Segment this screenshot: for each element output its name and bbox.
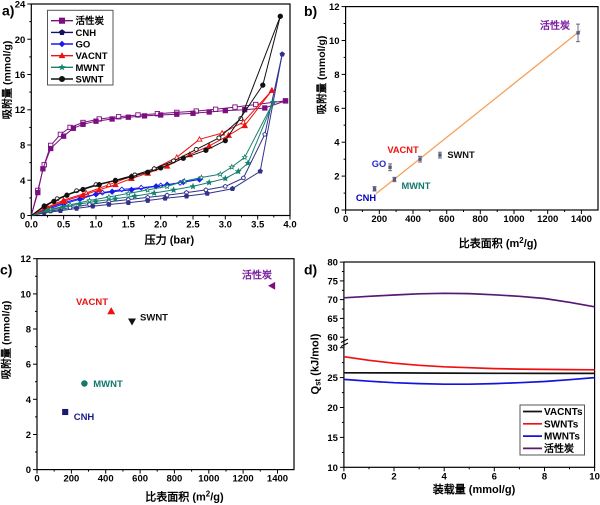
svg-text:800: 800 — [166, 474, 182, 485]
svg-text:1000: 1000 — [503, 214, 524, 225]
svg-text:CNH: CNH — [74, 412, 95, 423]
svg-text:8: 8 — [26, 325, 31, 336]
svg-text:12: 12 — [329, 2, 340, 13]
svg-text:30: 30 — [327, 343, 338, 354]
svg-text:20: 20 — [327, 403, 338, 414]
svg-text:吸附量 (mmol/g): 吸附量 (mmol/g) — [1, 41, 14, 120]
svg-text:4.0: 4.0 — [283, 220, 296, 231]
svg-text:1400: 1400 — [571, 214, 592, 225]
svg-text:3.5: 3.5 — [251, 220, 265, 231]
svg-text:VACNT: VACNT — [76, 51, 108, 62]
svg-text:CNH: CNH — [356, 193, 376, 203]
svg-text:80: 80 — [327, 258, 338, 269]
svg-text:GO: GO — [372, 159, 386, 169]
svg-text:16: 16 — [15, 70, 26, 81]
svg-text:60: 60 — [327, 333, 338, 344]
svg-text:6: 6 — [26, 360, 31, 371]
svg-text:b): b) — [304, 3, 317, 19]
svg-text:MWNT: MWNT — [93, 379, 123, 390]
svg-text:VACNT: VACNT — [76, 297, 108, 308]
svg-text:活性炭: 活性炭 — [540, 19, 570, 32]
svg-text:6: 6 — [492, 471, 497, 482]
svg-text:活性炭: 活性炭 — [544, 442, 574, 455]
svg-text:10: 10 — [20, 289, 31, 300]
svg-text:0: 0 — [26, 465, 31, 476]
svg-text:VACNTs: VACNTs — [544, 407, 583, 418]
svg-text:a): a) — [2, 3, 14, 19]
svg-text:600: 600 — [132, 474, 148, 485]
svg-text:12: 12 — [20, 254, 31, 265]
svg-text:SWNTs: SWNTs — [544, 419, 579, 430]
svg-text:6: 6 — [334, 104, 339, 115]
svg-text:800: 800 — [472, 214, 488, 225]
svg-text:0: 0 — [334, 206, 339, 217]
svg-text:0: 0 — [20, 211, 25, 222]
svg-text:0: 0 — [34, 474, 39, 485]
svg-text:600: 600 — [439, 214, 455, 225]
svg-text:GO: GO — [76, 40, 91, 51]
svg-text:MWNT: MWNT — [76, 63, 106, 74]
svg-text:2.0: 2.0 — [154, 220, 167, 231]
svg-text:1000: 1000 — [198, 474, 219, 485]
svg-text:1200: 1200 — [233, 474, 254, 485]
svg-text:比表面积 (m2/g): 比表面积 (m2/g) — [145, 490, 224, 504]
svg-text:12: 12 — [15, 105, 26, 116]
svg-text:0.0: 0.0 — [25, 220, 38, 231]
svg-text:10: 10 — [327, 463, 338, 474]
svg-text:400: 400 — [405, 214, 421, 225]
svg-text:10: 10 — [329, 36, 340, 47]
svg-text:活性炭: 活性炭 — [76, 15, 105, 27]
svg-text:0: 0 — [341, 471, 346, 482]
svg-text:75: 75 — [327, 276, 338, 287]
svg-text:20: 20 — [15, 35, 26, 46]
svg-text:MWNT: MWNT — [402, 181, 431, 191]
svg-text:活性炭: 活性炭 — [242, 269, 272, 282]
svg-text:8: 8 — [334, 70, 339, 81]
svg-text:15: 15 — [327, 433, 338, 444]
svg-text:70: 70 — [327, 295, 338, 306]
svg-text:SWNT: SWNT — [140, 313, 168, 324]
svg-text:10: 10 — [589, 471, 600, 482]
svg-text:吸附量 (mmol/g): 吸附量 (mmol/g) — [315, 36, 328, 115]
svg-text:SWNT: SWNT — [447, 150, 475, 160]
svg-text:24: 24 — [15, 0, 26, 11]
svg-text:0.5: 0.5 — [57, 220, 71, 231]
svg-text:CNH: CNH — [76, 28, 97, 39]
svg-text:200: 200 — [63, 474, 79, 485]
svg-text:吸附量 (mmol/g): 吸附量 (mmol/g) — [0, 301, 13, 380]
svg-text:d): d) — [304, 262, 317, 278]
svg-text:3.0: 3.0 — [219, 220, 232, 231]
svg-text:4: 4 — [334, 138, 340, 149]
svg-text:比表面积 (m2/g): 比表面积 (m2/g) — [459, 236, 538, 250]
svg-text:4: 4 — [20, 176, 26, 187]
svg-text:0: 0 — [343, 214, 348, 225]
svg-text:65: 65 — [327, 314, 338, 325]
svg-text:压力 (bar): 压力 (bar) — [145, 233, 195, 247]
svg-text:4: 4 — [442, 471, 448, 482]
svg-text:SWNT: SWNT — [76, 75, 104, 86]
svg-text:1.5: 1.5 — [122, 220, 136, 231]
svg-text:8: 8 — [20, 141, 25, 152]
svg-text:1400: 1400 — [267, 474, 288, 485]
svg-text:25: 25 — [327, 373, 338, 384]
svg-text:2.5: 2.5 — [186, 220, 200, 231]
svg-text:1200: 1200 — [537, 214, 558, 225]
svg-text:2: 2 — [26, 430, 31, 441]
svg-text:400: 400 — [98, 474, 114, 485]
svg-text:Qst (kJ/mol): Qst (kJ/mol) — [310, 333, 323, 394]
svg-text:MWNTs: MWNTs — [544, 432, 580, 443]
svg-text:VACNT: VACNT — [387, 145, 419, 155]
svg-text:1.0: 1.0 — [89, 220, 102, 231]
svg-text:c): c) — [0, 262, 12, 278]
svg-text:2: 2 — [391, 471, 396, 482]
svg-text:装载量 (mmol/g): 装载量 (mmol/g) — [432, 482, 516, 496]
svg-text:8: 8 — [542, 471, 547, 482]
svg-text:2: 2 — [334, 172, 339, 183]
svg-text:200: 200 — [371, 214, 387, 225]
svg-text:4: 4 — [26, 395, 32, 406]
